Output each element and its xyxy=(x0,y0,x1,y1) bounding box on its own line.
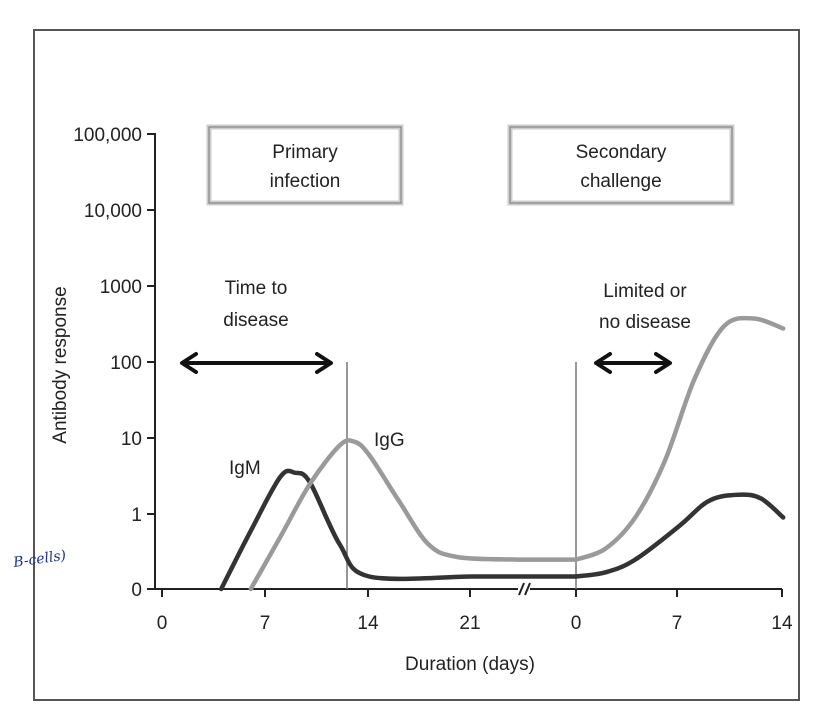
series-label-igm: IgM xyxy=(229,458,261,479)
limited-disease-line1: Limited or xyxy=(603,281,687,302)
secondary-challenge-box: Secondary challenge xyxy=(507,124,735,206)
series-line-igm-secondary xyxy=(573,492,786,579)
y-tick-label: 1 xyxy=(131,505,142,526)
x-tick-label: 0 xyxy=(157,613,168,634)
axis-break-mark-1 xyxy=(518,582,525,596)
limited-disease-arrow xyxy=(594,352,672,374)
x-tick-label: 14 xyxy=(771,613,793,634)
time-to-disease-line1: Time to xyxy=(225,278,288,299)
series-label-igg: IgG xyxy=(374,430,405,451)
y-tick-label: 100,000 xyxy=(73,125,142,146)
figure-frame xyxy=(33,29,800,701)
time-to-disease-line2: disease xyxy=(223,310,289,331)
y-tick-label: 1000 xyxy=(100,277,142,298)
series-line-igg-secondary xyxy=(573,315,786,562)
series-lines xyxy=(218,315,786,592)
primary-box-line2: infection xyxy=(270,171,341,192)
y-tick-label: 0 xyxy=(131,580,142,601)
time-to-disease-arrow xyxy=(180,352,333,374)
limited-disease-line2: no disease xyxy=(599,312,691,333)
x-tick-label: 14 xyxy=(357,613,379,634)
primary-infection-box: Primary infection xyxy=(206,124,404,206)
y-tick-label: 100 xyxy=(110,353,142,374)
handwritten-note: B-cells) xyxy=(11,548,67,571)
axis-break-mark-2 xyxy=(524,582,531,596)
x-tick-label: 21 xyxy=(459,613,480,634)
primary-box-line1: Primary xyxy=(272,142,338,163)
secondary-box-line1: Secondary xyxy=(576,142,667,163)
x-tick-label: 7 xyxy=(260,613,271,634)
secondary-box-line2: challenge xyxy=(580,171,661,192)
x-tick-label: 0 xyxy=(571,613,582,634)
series-line-igg-primary xyxy=(248,438,520,592)
y-axis-title: Antibody response xyxy=(50,286,71,443)
event-markers xyxy=(346,362,577,589)
x-axis-title: Duration (days) xyxy=(405,654,535,675)
axes: 0 1 10 100 1000 10,000 100,000 0 7 14 21 0 7 14 xyxy=(73,125,793,634)
y-tick-label: 10 xyxy=(121,429,142,450)
series-line-igm-primary xyxy=(218,468,520,592)
y-tick-label: 10,000 xyxy=(84,201,142,222)
x-tick-label: 7 xyxy=(672,613,683,634)
